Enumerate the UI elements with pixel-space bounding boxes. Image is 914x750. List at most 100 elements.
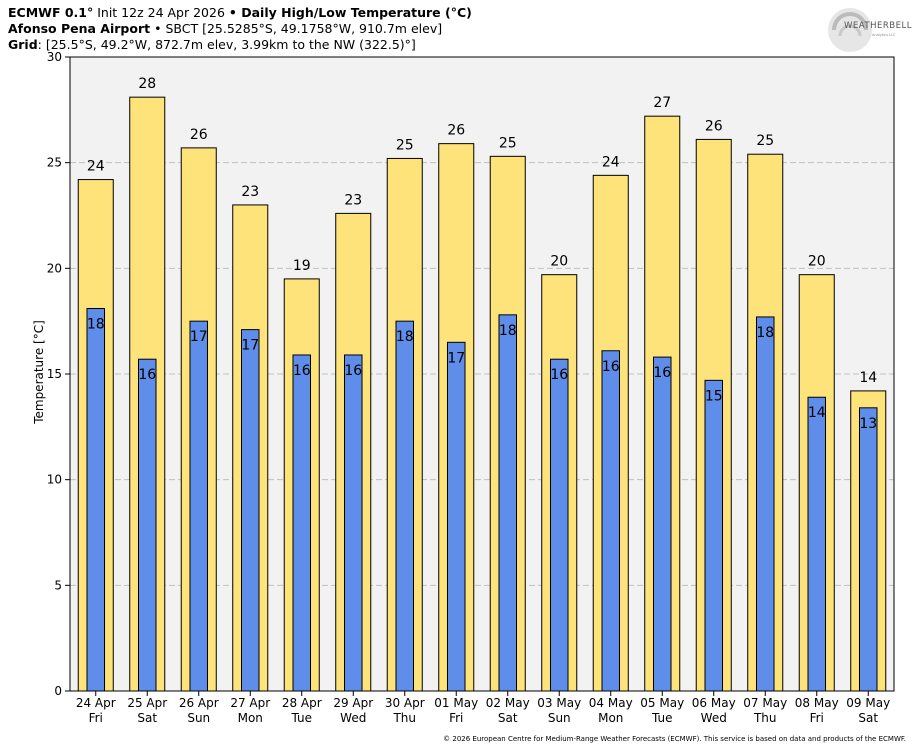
x-tick-label-day: Fri [810,711,824,725]
x-tick-label-day: Mon [238,711,263,725]
x-tick-label-date: 25 Apr [127,696,167,710]
low-bar [395,320,415,692]
x-tick-label-day: Sun [548,711,571,725]
low-label: 14 [808,405,826,421]
low-label: 17 [241,338,259,354]
low-bar [807,396,827,692]
y-tick-label: 25 [47,156,62,170]
low-bar [137,358,157,692]
x-tick-label-day: Tue [291,711,313,725]
x-tick-label-day: Sat [137,711,157,725]
high-label: 28 [138,76,156,92]
high-label: 26 [447,123,465,139]
high-label: 24 [87,159,105,175]
grid-label: Grid [8,37,38,52]
x-tick-label-day: Tue [651,711,673,725]
low-label: 18 [396,329,414,345]
low-label: 15 [705,388,723,404]
low-bar [343,354,363,692]
station-code: SBCT [25.5285°S, 49.1758°W, 910.7m elev] [165,21,443,36]
high-label: 27 [653,95,671,111]
x-tick-label-date: 08 May [795,696,839,710]
low-bar [189,320,209,692]
station-name: Afonso Pena Airport [8,21,151,36]
x-tick-label-date: 26 Apr [179,696,219,710]
y-tick-label: 10 [47,473,62,487]
x-tick-label-date: 01 May [434,696,478,710]
low-bar [292,354,312,692]
low-label: 16 [344,363,362,379]
swirl-logo-icon [828,8,872,52]
x-tick-label-date: 28 Apr [282,696,322,710]
x-tick-label-date: 07 May [743,696,787,710]
high-label: 20 [550,254,568,270]
y-tick-label: 30 [47,50,62,64]
chart-title: Daily High/Low Temperature (°C) [241,5,472,20]
x-tick-label-day: Sun [187,711,210,725]
x-tick-label-date: 03 May [537,696,581,710]
low-bar [601,350,621,692]
x-tick-label-date: 09 May [846,696,890,710]
low-label: 17 [447,350,465,366]
x-tick-label-date: 24 Apr [76,696,116,710]
header-line-3: Grid: [25.5°S, 49.2°W, 872.7m elev, 3.99… [8,37,416,52]
high-label: 14 [859,370,877,386]
high-label: 26 [705,118,723,134]
header-line-2: Afonso Pena Airport • SBCT [25.5285°S, 4… [8,21,443,36]
x-tick-label-day: Sat [498,711,518,725]
logo-wordmark: WEATHERBELL [844,21,912,31]
high-label: 23 [241,184,259,200]
plot-frame [69,56,895,692]
low-bar [755,316,775,692]
x-tick-label-date: 27 Apr [230,696,270,710]
high-label: 23 [344,192,362,208]
low-bar [858,407,878,692]
model-name: ECMWF 0.1 [8,5,87,20]
low-label: 16 [653,365,671,381]
x-tick-label-date: 30 Apr [385,696,425,710]
x-tick-label-day: Mon [598,711,623,725]
y-tick-label: 15 [47,367,62,381]
x-tick-label-date: 02 May [486,696,530,710]
x-tick-label-day: Wed [340,711,366,725]
x-tick-label-day: Wed [701,711,727,725]
low-label: 13 [859,416,877,432]
low-bar [704,379,724,692]
high-label: 25 [396,137,414,153]
x-tick-label-day: Thu [392,711,416,725]
low-bar [86,307,106,692]
y-tick-label: 20 [47,261,62,275]
low-label: 18 [87,316,105,332]
y-tick-label: 5 [54,578,62,592]
low-bar [549,358,569,692]
low-label: 16 [293,363,311,379]
x-tick-label-day: Fri [449,711,463,725]
logo-subtitle: Analytics LLC [872,33,896,37]
low-bar [240,329,260,692]
copyright-footer: © 2026 European Centre for Medium-Range … [443,735,906,743]
x-tick-label-date: 04 May [589,696,633,710]
x-tick-label-date: 05 May [640,696,684,710]
low-label: 16 [550,367,568,383]
low-label: 17 [190,329,208,345]
init-time: Init 12z 24 Apr 2026 [97,5,225,20]
x-tick-label-day: Sat [858,711,878,725]
high-label: 26 [190,127,208,143]
high-label: 19 [293,258,311,274]
header-line-1: ECMWF 0.1° Init 12z 24 Apr 2026 • Daily … [8,5,472,20]
x-tick-label-date: 29 Apr [333,696,373,710]
x-tick-label-day: Thu [753,711,777,725]
low-label: 16 [138,367,156,383]
x-tick-label-date: 06 May [692,696,736,710]
high-label: 25 [756,133,774,149]
high-label: 25 [499,135,517,151]
low-label: 18 [756,325,774,341]
y-tick-label: 0 [54,684,62,698]
x-tick-label-day: Fri [89,711,103,725]
low-bar [652,356,672,692]
low-bar [498,314,518,692]
high-label: 24 [602,154,620,170]
low-bar [446,341,466,692]
grid-info: : [25.5°S, 49.2°W, 872.7m elev, 3.99km t… [37,37,416,52]
